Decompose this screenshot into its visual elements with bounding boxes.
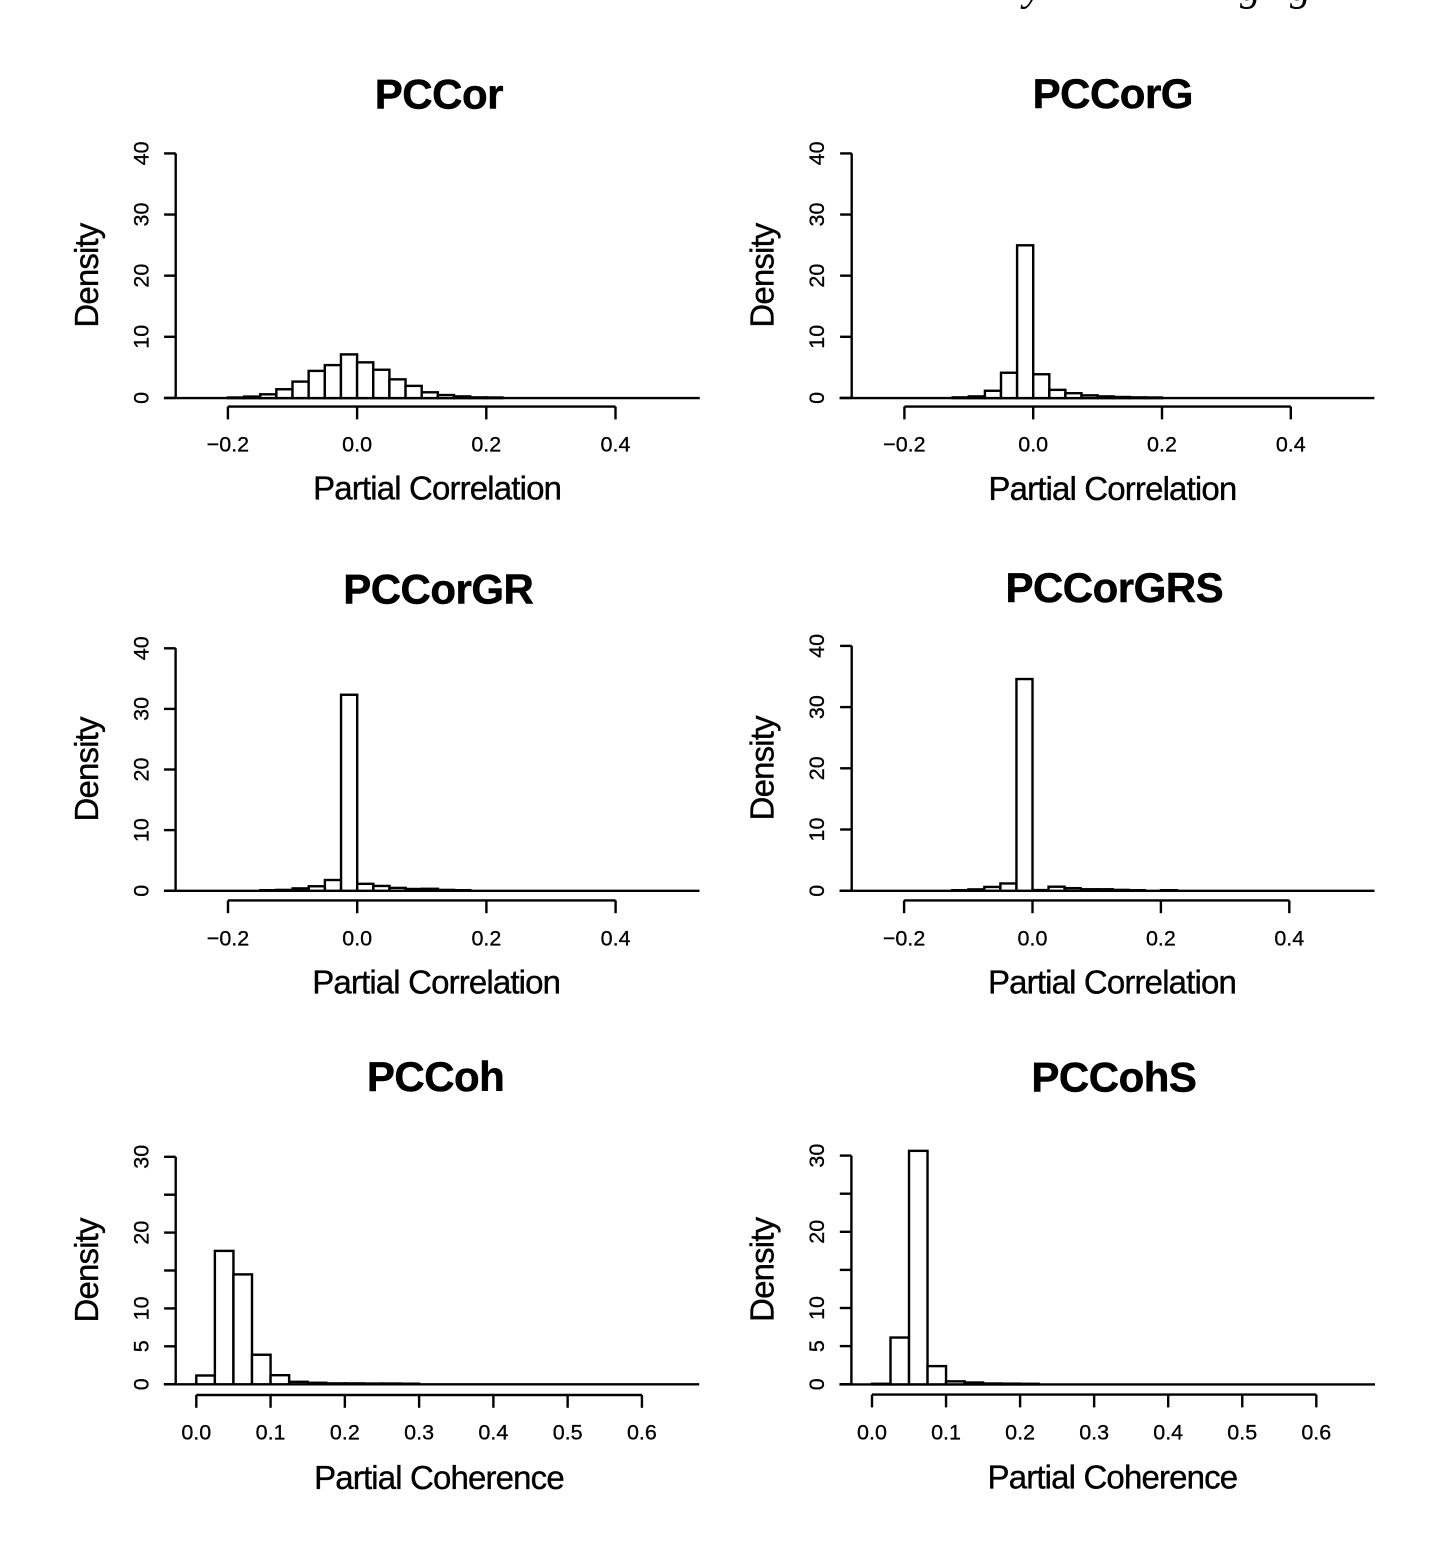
svg-text:30: 30	[129, 1145, 153, 1169]
svg-text:0.5: 0.5	[553, 1421, 583, 1445]
svg-text:g: g	[1240, 0, 1261, 10]
svg-text:0: 0	[805, 1378, 829, 1390]
svg-text:Density: Density	[744, 1216, 781, 1321]
svg-text:−0.2: −0.2	[883, 433, 925, 457]
svg-text:−0.2: −0.2	[883, 926, 925, 950]
svg-text:Density: Density	[68, 1217, 105, 1322]
svg-text:y: y	[1020, 0, 1043, 10]
svg-text:0.2: 0.2	[1146, 926, 1176, 950]
svg-text:g: g	[1290, 0, 1311, 10]
svg-text:20: 20	[805, 1220, 829, 1244]
svg-text:PCCorGRS: PCCorGRS	[1005, 564, 1223, 611]
svg-text:10: 10	[805, 1296, 829, 1320]
svg-text:40: 40	[129, 141, 153, 165]
svg-text:0.4: 0.4	[1153, 1421, 1183, 1445]
svg-text:0.2: 0.2	[471, 433, 501, 457]
svg-text:20: 20	[805, 756, 829, 780]
svg-text:30: 30	[805, 1144, 829, 1168]
svg-text:0.1: 0.1	[256, 1421, 286, 1445]
svg-text:30: 30	[805, 203, 829, 227]
svg-text:20: 20	[129, 758, 153, 782]
svg-text:0.0: 0.0	[342, 433, 372, 457]
svg-text:PCCor: PCCor	[375, 71, 503, 118]
svg-text:0.0: 0.0	[1018, 433, 1048, 457]
svg-text:0.0: 0.0	[181, 1421, 211, 1445]
svg-text:0.0: 0.0	[857, 1421, 887, 1445]
svg-text:PCCorGR: PCCorGR	[343, 565, 533, 612]
svg-text:0.4: 0.4	[1276, 433, 1306, 457]
svg-text:30: 30	[805, 695, 829, 719]
svg-text:PCCorG: PCCorG	[1033, 70, 1193, 117]
svg-text:40: 40	[129, 636, 153, 660]
svg-text:0.6: 0.6	[1301, 1421, 1331, 1445]
svg-text:Density: Density	[68, 222, 105, 327]
svg-text:0: 0	[805, 392, 829, 404]
svg-text:0.4: 0.4	[1274, 926, 1304, 950]
svg-text:30: 30	[129, 697, 153, 721]
svg-text:30: 30	[129, 203, 153, 227]
svg-text:10: 10	[805, 325, 829, 349]
svg-text:Partial Correlation: Partial Correlation	[313, 470, 561, 507]
svg-text:10: 10	[129, 818, 153, 842]
svg-text:10: 10	[129, 325, 153, 349]
svg-text:0.1: 0.1	[931, 1421, 961, 1445]
svg-text:0.2: 0.2	[1005, 1421, 1035, 1445]
svg-text:0.4: 0.4	[601, 433, 631, 457]
svg-text:0.2: 0.2	[330, 1421, 360, 1445]
svg-text:20: 20	[129, 264, 153, 288]
svg-text:−0.2: −0.2	[207, 433, 249, 457]
svg-text:PCCoh: PCCoh	[367, 1053, 505, 1100]
svg-text:0.4: 0.4	[601, 926, 631, 950]
svg-text:0.3: 0.3	[1079, 1421, 1109, 1445]
svg-text:0.0: 0.0	[342, 926, 372, 950]
svg-text:40: 40	[805, 141, 829, 165]
svg-text:5: 5	[129, 1340, 153, 1352]
svg-text:0.2: 0.2	[471, 926, 501, 950]
svg-text:20: 20	[805, 264, 829, 288]
svg-text:Density: Density	[68, 716, 105, 821]
svg-text:0: 0	[129, 392, 153, 404]
svg-text:Partial Correlation: Partial Correlation	[988, 470, 1236, 507]
svg-text:20: 20	[129, 1221, 153, 1245]
svg-text:0: 0	[129, 1378, 153, 1390]
svg-text:0: 0	[129, 885, 153, 897]
svg-text:10: 10	[805, 818, 829, 842]
svg-text:0.2: 0.2	[1147, 433, 1177, 457]
svg-text:PCCohS: PCCohS	[1031, 1054, 1196, 1101]
svg-text:0.5: 0.5	[1227, 1421, 1257, 1445]
svg-text:0: 0	[805, 885, 829, 897]
svg-text:−0.2: −0.2	[207, 926, 249, 950]
svg-text:Partial Correlation: Partial Correlation	[312, 964, 560, 1001]
svg-text:Partial Correlation: Partial Correlation	[988, 964, 1236, 1001]
svg-text:Density: Density	[744, 715, 781, 820]
svg-text:5: 5	[805, 1340, 829, 1352]
svg-text:0.0: 0.0	[1018, 926, 1048, 950]
svg-text:Partial Coherence: Partial Coherence	[988, 1459, 1238, 1496]
svg-text:Partial Coherence: Partial Coherence	[314, 1459, 564, 1496]
svg-text:0.6: 0.6	[627, 1421, 657, 1445]
svg-text:Density: Density	[744, 222, 781, 327]
svg-text:40: 40	[805, 634, 829, 658]
svg-text:0.4: 0.4	[478, 1421, 508, 1445]
svg-text:0.3: 0.3	[404, 1421, 434, 1445]
svg-text:10: 10	[129, 1296, 153, 1320]
